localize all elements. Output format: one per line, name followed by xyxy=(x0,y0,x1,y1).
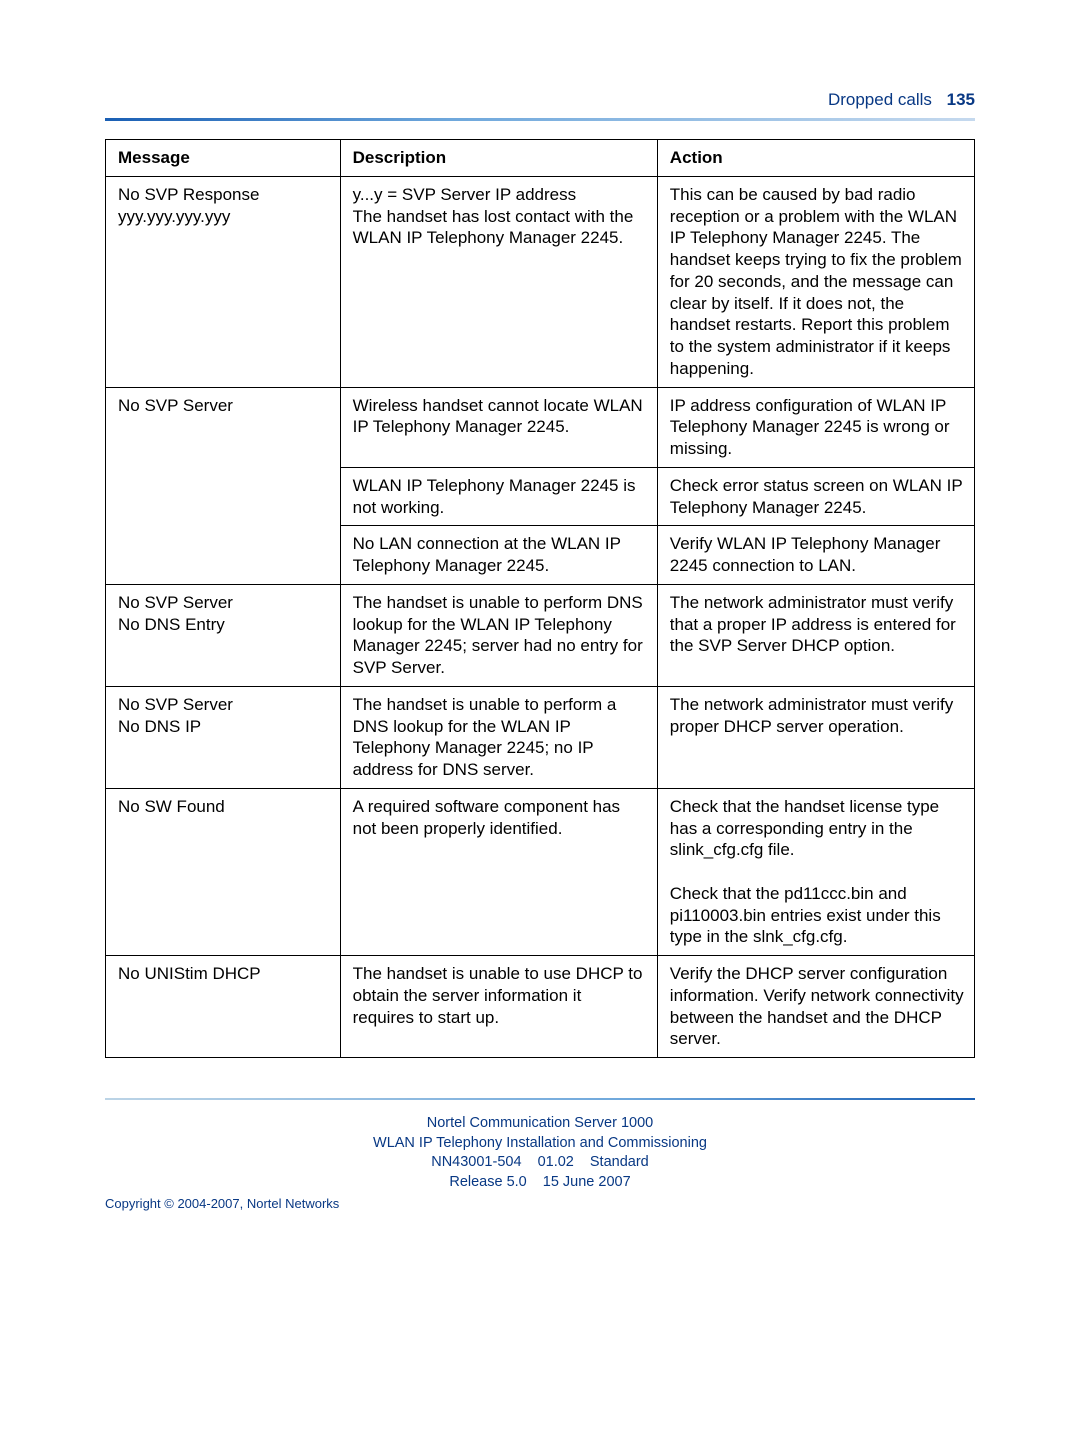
cell-description: Wireless handset cannot locate WLAN IP T… xyxy=(340,387,657,467)
cell-description: The handset is unable to perform DNS loo… xyxy=(340,584,657,686)
col-header-description: Description xyxy=(340,140,657,177)
cell-action: The network administrator must verify th… xyxy=(657,584,974,686)
messages-table: Message Description Action No SVP Respon… xyxy=(105,139,975,1058)
cell-action: IP address configuration of WLAN IP Tele… xyxy=(657,387,974,467)
page-number: 135 xyxy=(947,90,975,109)
cell-message: No SVP Server No DNS Entry xyxy=(106,584,341,686)
cell-message: No UNIStim DHCP xyxy=(106,956,341,1058)
cell-action: Verify WLAN IP Telephony Manager 2245 co… xyxy=(657,526,974,585)
footer-line2: WLAN IP Telephony Installation and Commi… xyxy=(105,1134,975,1154)
table-header-row: Message Description Action xyxy=(106,140,975,177)
table-row: No SVP ServerWireless handset cannot loc… xyxy=(106,387,975,467)
footer-block: Nortel Communication Server 1000 WLAN IP… xyxy=(105,1114,975,1192)
cell-description: A required software component has not be… xyxy=(340,788,657,955)
page-header: Dropped calls 135 xyxy=(105,90,975,110)
cell-message: No SVP Server xyxy=(106,387,341,584)
footer-line1: Nortel Communication Server 1000 xyxy=(105,1114,975,1134)
cell-action: The network administrator must verify pr… xyxy=(657,686,974,788)
col-header-action: Action xyxy=(657,140,974,177)
table-row: No SVP Server No DNS EntryThe handset is… xyxy=(106,584,975,686)
table-row: No SW FoundA required software component… xyxy=(106,788,975,955)
cell-description: WLAN IP Telephony Manager 2245 is not wo… xyxy=(340,467,657,526)
cell-message: No SVP Server No DNS IP xyxy=(106,686,341,788)
section-title: Dropped calls xyxy=(828,90,932,109)
footer-docinfo: NN43001-504 01.02 Standard xyxy=(105,1153,975,1173)
table-row: No SVP Response yyy.yyy.yyy.yyyy...y = S… xyxy=(106,176,975,387)
cell-action: Verify the DHCP server configuration inf… xyxy=(657,956,974,1058)
cell-description: No LAN connection at the WLAN IP Telepho… xyxy=(340,526,657,585)
header-rule xyxy=(105,118,975,121)
col-header-message: Message xyxy=(106,140,341,177)
cell-action: Check error status screen on WLAN IP Tel… xyxy=(657,467,974,526)
cell-description: y...y = SVP Server IP address The handse… xyxy=(340,176,657,387)
footer-release: Release 5.0 15 June 2007 xyxy=(105,1173,975,1193)
cell-message: No SVP Response yyy.yyy.yyy.yyy xyxy=(106,176,341,387)
cell-description: The handset is unable to perform a DNS l… xyxy=(340,686,657,788)
cell-description: The handset is unable to use DHCP to obt… xyxy=(340,956,657,1058)
cell-action: This can be caused by bad radio receptio… xyxy=(657,176,974,387)
copyright: Copyright © 2004-2007, Nortel Networks xyxy=(105,1196,975,1211)
footer-rule xyxy=(105,1098,975,1100)
table-row: No UNIStim DHCPThe handset is unable to … xyxy=(106,956,975,1058)
table-row: No SVP Server No DNS IPThe handset is un… xyxy=(106,686,975,788)
cell-message: No SW Found xyxy=(106,788,341,955)
cell-action: Check that the handset license type has … xyxy=(657,788,974,955)
